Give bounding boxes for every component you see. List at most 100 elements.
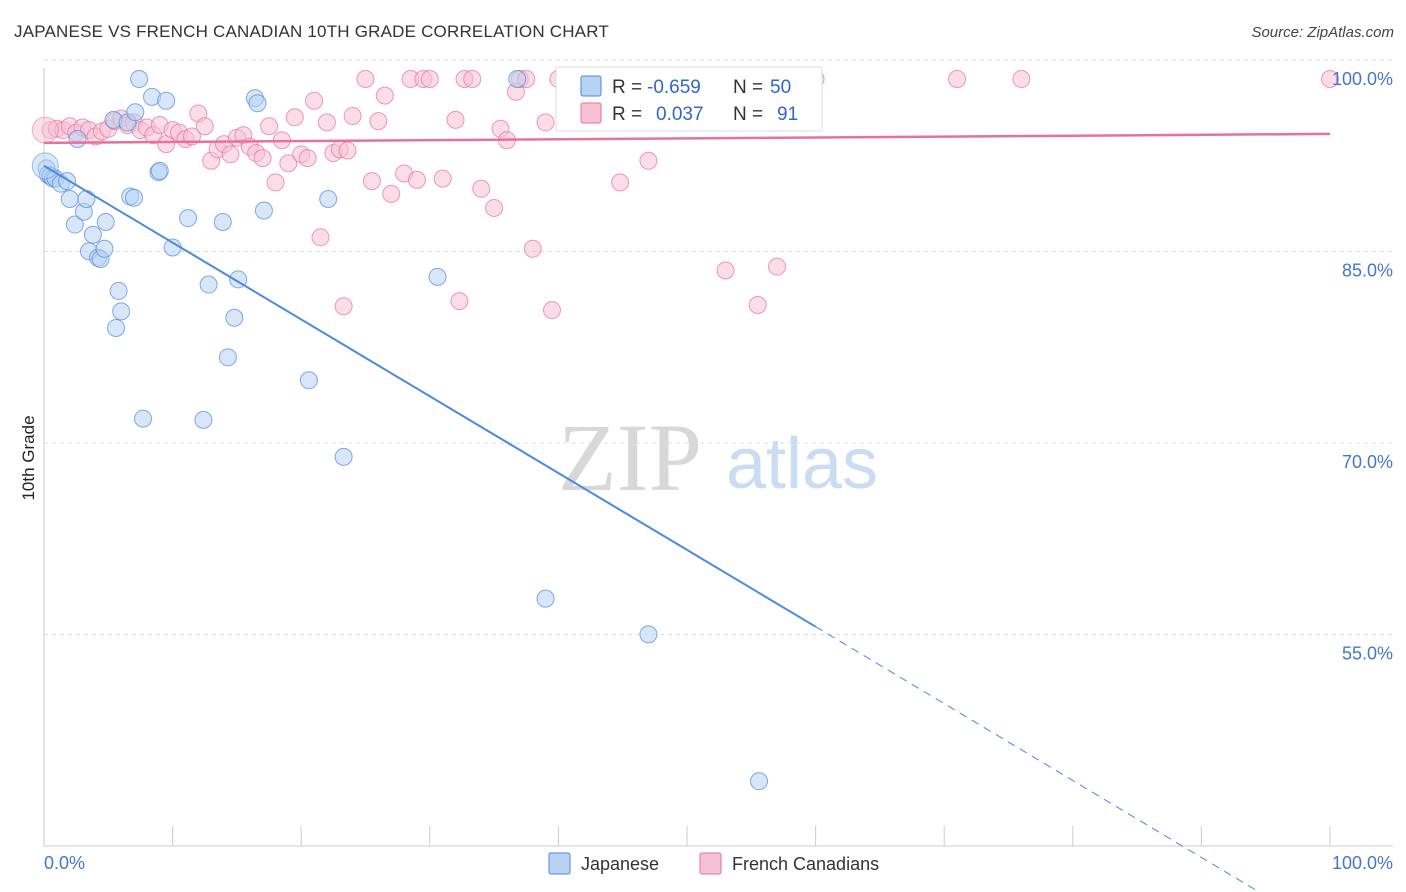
french-point-43 (317, 113, 336, 132)
watermark: ZIP atlas (558, 404, 878, 511)
japanese-point-30 (150, 161, 169, 180)
y-tick-label-3: 55.0% (1342, 644, 1393, 664)
japanese-point-43 (299, 371, 318, 390)
legend-n-value-french: 91 (777, 104, 798, 125)
japanese-point-42 (254, 201, 273, 220)
japanese-point-37 (218, 348, 237, 367)
axes (43, 68, 1393, 847)
japanese-point-49 (639, 625, 658, 644)
french-point-72 (536, 113, 555, 132)
japanese-point-36 (213, 212, 232, 231)
japanese-trend-extension (815, 626, 1261, 892)
japanese-point-19 (107, 318, 126, 337)
japanese-point-20 (109, 281, 128, 300)
french-point-24 (195, 117, 214, 136)
legend-swatch-french (580, 102, 602, 124)
french-point-53 (382, 184, 401, 203)
legend-r-value-japanese: -0.659 (647, 77, 701, 98)
french-point-58 (420, 70, 439, 88)
japanese-point-46 (428, 267, 447, 286)
japanese-point-25 (126, 103, 145, 122)
french-point-48 (343, 107, 362, 126)
japanese-point-27 (134, 409, 153, 428)
japanese-point-21 (112, 302, 131, 321)
series-legend-swatch-french (699, 852, 722, 875)
french-point-cluster (31, 116, 59, 144)
y-tick-label-1: 85.0% (1342, 261, 1393, 281)
french-point-46 (334, 297, 353, 316)
french-point-47 (338, 141, 357, 160)
legend-n-value-japanese: 50 (770, 77, 791, 98)
french-point-73 (542, 301, 561, 320)
japanese-points (31, 70, 769, 791)
japanese-point-24 (125, 188, 144, 207)
x-tick-label-min: 0.0% (44, 853, 85, 873)
legend-swatch-japanese (580, 75, 602, 97)
japanese-point-16 (95, 239, 114, 258)
trend-lines (43, 132, 1331, 892)
french-point-60 (446, 110, 465, 129)
series-legend-label-japanese: Japanese (581, 854, 659, 874)
french-point-50 (362, 172, 381, 191)
japanese-point-9 (68, 130, 87, 149)
japanese-point-8 (65, 215, 84, 234)
series-legend-swatch-japanese (548, 852, 571, 875)
legend-r-label-japanese: R = (612, 77, 642, 98)
french-point-56 (407, 170, 426, 189)
french-point-86 (768, 257, 787, 276)
japanese-point-35 (199, 275, 218, 294)
french-point-52 (375, 86, 394, 105)
watermark-atlas: atlas (726, 424, 878, 504)
grid-lines (44, 59, 1393, 635)
french-point-37 (279, 154, 298, 173)
french-point-89 (1012, 70, 1031, 88)
series-legend-label-french: French Canadians (732, 854, 879, 874)
japanese-point-7 (60, 190, 79, 209)
french-point-42 (311, 228, 330, 247)
french-point-35 (266, 173, 285, 192)
japanese-point-17 (96, 212, 115, 231)
legend-r-label-french: R = (612, 104, 642, 125)
french-point-51 (369, 112, 388, 131)
french-point-88 (948, 70, 967, 88)
source-label: Source: ZipAtlas.com (1251, 24, 1394, 41)
y-tick-label-0: 100.0% (1332, 69, 1393, 89)
french-point-61 (450, 292, 469, 311)
legend-n-label-french: N = (733, 104, 763, 125)
correlation-legend: R = -0.659 N = 50 R = 0.037 N = 91 (555, 66, 823, 132)
japanese-trend-line (43, 164, 817, 628)
japanese-point-47 (508, 70, 527, 88)
french-point-40 (298, 149, 317, 168)
french-point-64 (472, 179, 491, 198)
french-point-85 (748, 295, 767, 314)
french-point-28 (221, 145, 240, 164)
japanese-point-33 (179, 209, 198, 228)
french-trend-line (43, 132, 1331, 145)
japanese-point-44 (319, 190, 338, 209)
legend-r-value-french: 0.037 (656, 104, 704, 125)
series-legend: Japanese French Canadians (548, 852, 879, 875)
japanese-point-31 (157, 91, 176, 110)
japanese-point-38 (225, 308, 244, 327)
legend-n-label-japanese: N = (733, 77, 763, 98)
french-point-80 (639, 151, 658, 170)
japanese-point-11 (77, 190, 96, 209)
french-point-71 (523, 239, 542, 258)
y-axis-title: 10th Grade (19, 415, 38, 500)
french-point-33 (253, 149, 272, 168)
japanese-point-48 (536, 589, 555, 608)
french-point-90 (1321, 70, 1339, 88)
japanese-point-45 (334, 447, 353, 466)
french-point-78 (611, 173, 630, 192)
french-point-65 (485, 198, 504, 217)
japanese-point-41 (248, 94, 267, 113)
y-tick-label-2: 70.0% (1342, 452, 1393, 472)
french-point-63 (463, 70, 482, 88)
french-point-83 (716, 261, 735, 280)
french-point-49 (356, 70, 375, 88)
french-point-34 (260, 117, 279, 136)
french-point-38 (285, 108, 304, 127)
japanese-point-13 (83, 225, 102, 244)
watermark-zip: ZIP (558, 404, 702, 511)
